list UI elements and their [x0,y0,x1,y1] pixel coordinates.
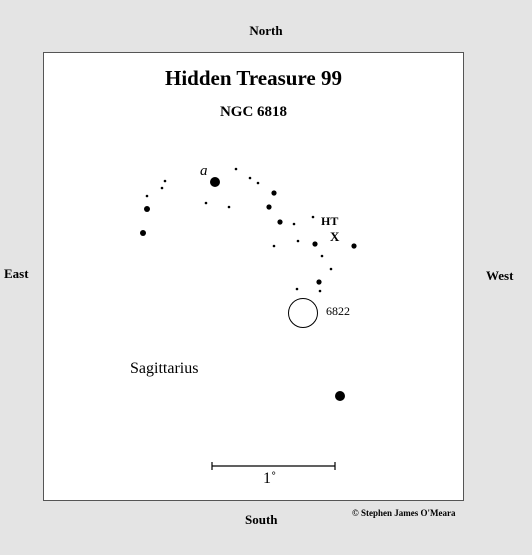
star [256,181,260,185]
star [312,241,318,247]
star [351,243,357,249]
star [248,176,252,180]
star [277,219,283,225]
star [163,179,167,183]
star [266,204,272,210]
star-alpha-label: a [200,163,208,179]
star-field [140,167,357,470]
star [320,254,324,258]
star [318,289,322,293]
galaxy-6822-label: 6822 [326,304,350,318]
chart-subtitle: NGC 6818 [219,104,288,120]
star [329,267,333,271]
star [144,206,150,212]
star [272,244,276,248]
target-marker-x: X [330,229,340,244]
star [311,215,315,219]
scale-label: 1˚ [263,470,277,487]
hidden-treasure-label: HT [321,214,339,228]
star [316,279,322,285]
galaxy-6822-circle [288,298,318,328]
star [296,239,300,243]
constellation-label: Sagittarius [130,360,199,377]
star [295,287,299,291]
star [234,167,238,171]
star [227,205,231,209]
star [271,190,277,196]
star [160,186,164,190]
star [204,201,208,205]
direction-west: West [486,268,514,283]
star-bright-south [335,391,345,401]
chart-title: Hidden Treasure 99 [165,66,342,90]
star-alpha [210,177,220,187]
finder-chart: Hidden Treasure 99 NGC 6818 a HT X 6822 … [43,52,464,501]
direction-east: East [4,266,29,281]
direction-north: North [249,23,283,38]
star [145,194,149,198]
star [140,230,146,236]
direction-south: South [245,512,278,527]
star [292,222,296,226]
copyright-notice: © Stephen James O'Meara [352,508,456,518]
